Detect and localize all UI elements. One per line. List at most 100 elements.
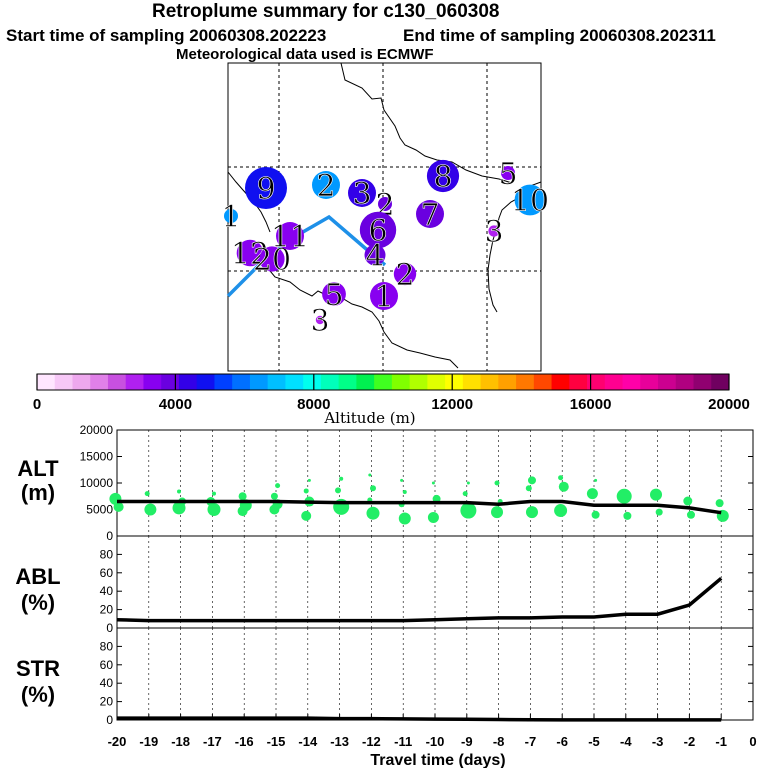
y-tick-label: 5000 [86,503,113,517]
y-tick-label: 0 [106,621,113,635]
panel-abl: 0 20 40 60 80 ABL(%) [15,535,754,635]
x-tick-label: 0 [749,734,756,749]
colorbar-swatch [214,374,233,390]
alt-scatter-point [339,476,344,481]
x-tick-label: -11 [394,734,412,749]
panel-label-name: ABL [15,564,60,589]
x-tick-label: -8 [493,734,505,749]
panel-alt: 0 5000 10000 15000 20000 ALT(m) [17,423,754,543]
alt-scatter-point [527,476,536,485]
plume-cluster-dot [364,244,386,266]
x-tick-label: -7 [525,734,537,749]
plume-cluster: 8 [426,160,460,195]
abl-line [116,576,723,623]
colorbar-swatch [693,374,712,390]
plume-cluster-label: 4 [365,239,384,274]
colorbar-swatch [462,374,482,390]
x-tick-label: -2 [684,734,696,749]
plume-cluster: 3 [484,215,504,251]
altitude-colorbar: 0 4000 8000 12000 16000 20000 Altitude (m) [33,373,750,427]
alt-scatter-point [275,483,281,489]
plume-cluster-label: 10 [511,184,549,219]
colorbar-swatch [587,374,606,390]
plume-cluster-dot [348,179,376,207]
colorbar-tick-label: 8000 [297,396,330,413]
colorbar-swatch [640,374,659,390]
y-tick-label: 80 [100,639,114,653]
alt-scatter-point [650,488,663,501]
x-tick-label: -12 [362,734,381,749]
colorbar-swatch [232,374,251,390]
panel-label-unit: (%) [21,682,55,707]
plume-cluster: 11 [271,220,310,256]
colorbar-swatch [658,374,677,390]
alt-scatter-point [270,492,278,500]
colorbar-swatch [711,374,730,390]
plume-cluster: 3 [310,304,330,340]
alt-scatter-point [686,510,695,519]
colorbar-swatch [675,374,695,390]
alt-scatter-point [655,508,663,516]
plume-cluster-dot [259,246,285,272]
plume-cluster-label: 5 [324,278,343,313]
colorbar-swatch [161,374,180,390]
colorbar-swatch [480,374,499,390]
y-tick-label: 0 [106,713,113,727]
y-tick-label: 20000 [80,423,114,437]
x-tick-label: -15 [267,734,286,749]
alt-scatter-point [616,488,632,504]
alt-scatter-point [525,485,532,492]
start-time-label: Start time of sampling 20060308.202223 [6,26,327,45]
alt-scatter-point [683,496,693,506]
x-tick-label: -20 [108,734,127,749]
alt-scatter-point [525,506,538,519]
plume-cluster: 3 [348,177,376,212]
colorbar-swatch [303,374,322,390]
colorbar-tick-label: 12000 [431,396,473,413]
str-line [117,716,722,722]
plume-cluster-dot [378,197,392,211]
y-tick-label: 40 [100,676,114,690]
plume-cluster-label: 6 [368,214,387,249]
alt-scatter-point [303,488,309,494]
alt-scatter-point [462,491,468,497]
alt-scatter-point [144,503,157,516]
x-tick-label: -3 [652,734,664,749]
colorbar-swatch [178,374,198,390]
x-tick-label: -9 [461,734,473,749]
alt-scatter-point [715,499,724,508]
colorbar-swatch [107,374,127,390]
y-tick-label: 20 [100,695,114,709]
colorbar-swatch [569,374,588,390]
y-tick-label: 40 [100,584,114,598]
x-tick-label: -1 [715,734,727,749]
plume-cluster: 10 [511,184,550,220]
alt-scatter-point [207,503,221,516]
plume-cluster-label: 5 [498,157,517,192]
colorbar-tick-label: 20000 [708,396,750,413]
met-data-label: Meteorological data used is ECMWF [176,46,434,63]
alt-scatter-point [427,511,439,523]
alt-scatter-point [558,481,569,492]
timeseries-panels: 05000100001500020000ALT(m)020406080ABL(%… [15,423,754,727]
x-tick-label: -13 [330,734,349,749]
colorbar-swatch [338,374,357,390]
colorbar-swatch [267,374,286,390]
x-tick-label: -5 [588,734,600,749]
plume-cluster: 9 [245,167,287,209]
x-tick-label: -10 [426,734,445,749]
plume-cluster-label: 1 [374,280,393,315]
alt-scatter-point [594,478,598,482]
plume-cluster-label: 3 [484,215,503,250]
plume-cluster: 2 [393,258,417,293]
plume-cluster: 1 [221,200,241,236]
panel-label-name: STR [16,656,60,681]
alt-mean-line [117,499,722,515]
alt-scatter-point [554,504,568,518]
x-tick-label: -17 [203,734,222,749]
plume-cluster-dot [276,222,304,250]
y-tick-label: 20 [100,603,114,617]
